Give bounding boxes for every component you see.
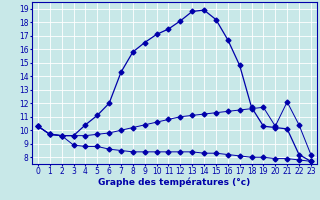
X-axis label: Graphe des températures (°c): Graphe des températures (°c) [98,178,251,187]
